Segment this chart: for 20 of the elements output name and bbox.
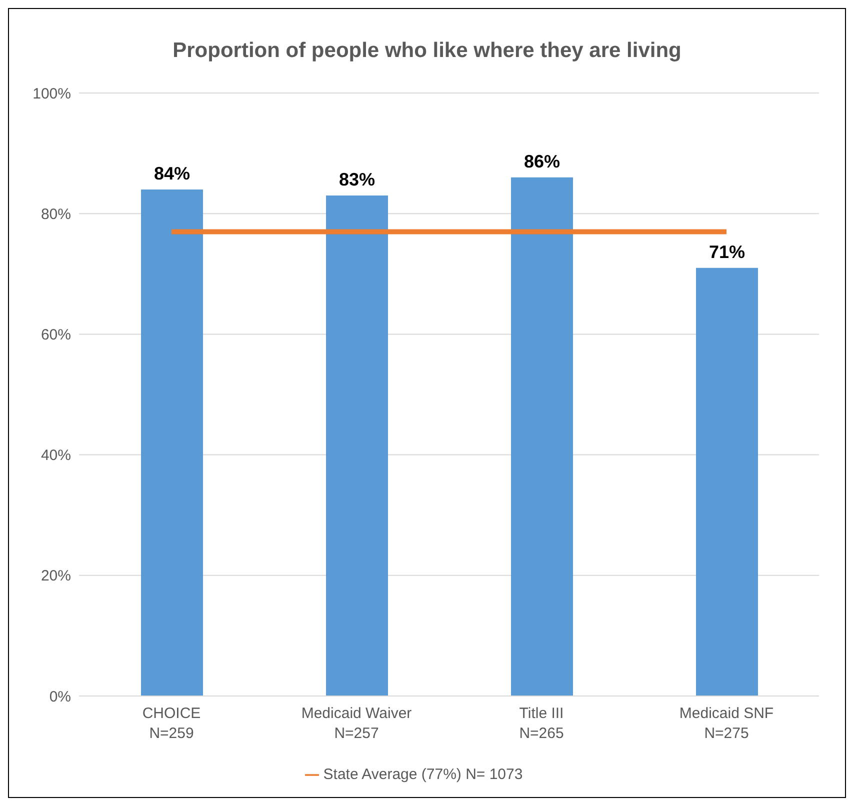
y-tick-label: 0%: [49, 688, 71, 706]
x-tick-label: Medicaid SNF N=275: [679, 705, 774, 742]
legend-label: State Average (77%) N= 1073: [323, 766, 523, 783]
data-label: 83%: [338, 170, 376, 190]
bar: [511, 177, 573, 696]
x-tick-label: Title III N=265: [519, 705, 564, 742]
y-tick-label: 60%: [40, 326, 71, 344]
data-label: 71%: [708, 242, 746, 262]
y-tick-label: 100%: [32, 85, 71, 102]
chart-title: Proportion of people who like where they are living: [172, 39, 682, 63]
bar: [696, 268, 758, 696]
y-tick-label: 40%: [40, 447, 71, 464]
data-label: 86%: [524, 151, 560, 172]
data-label: 84%: [154, 163, 190, 184]
x-tick-label: CHOICE N=259: [142, 705, 201, 742]
y-tick-label: 80%: [40, 206, 71, 223]
x-tick-label: Medicaid Waiver N=257: [301, 705, 412, 742]
bar: [141, 189, 203, 696]
y-tick-label: 20%: [40, 568, 71, 585]
bar: [326, 196, 388, 696]
